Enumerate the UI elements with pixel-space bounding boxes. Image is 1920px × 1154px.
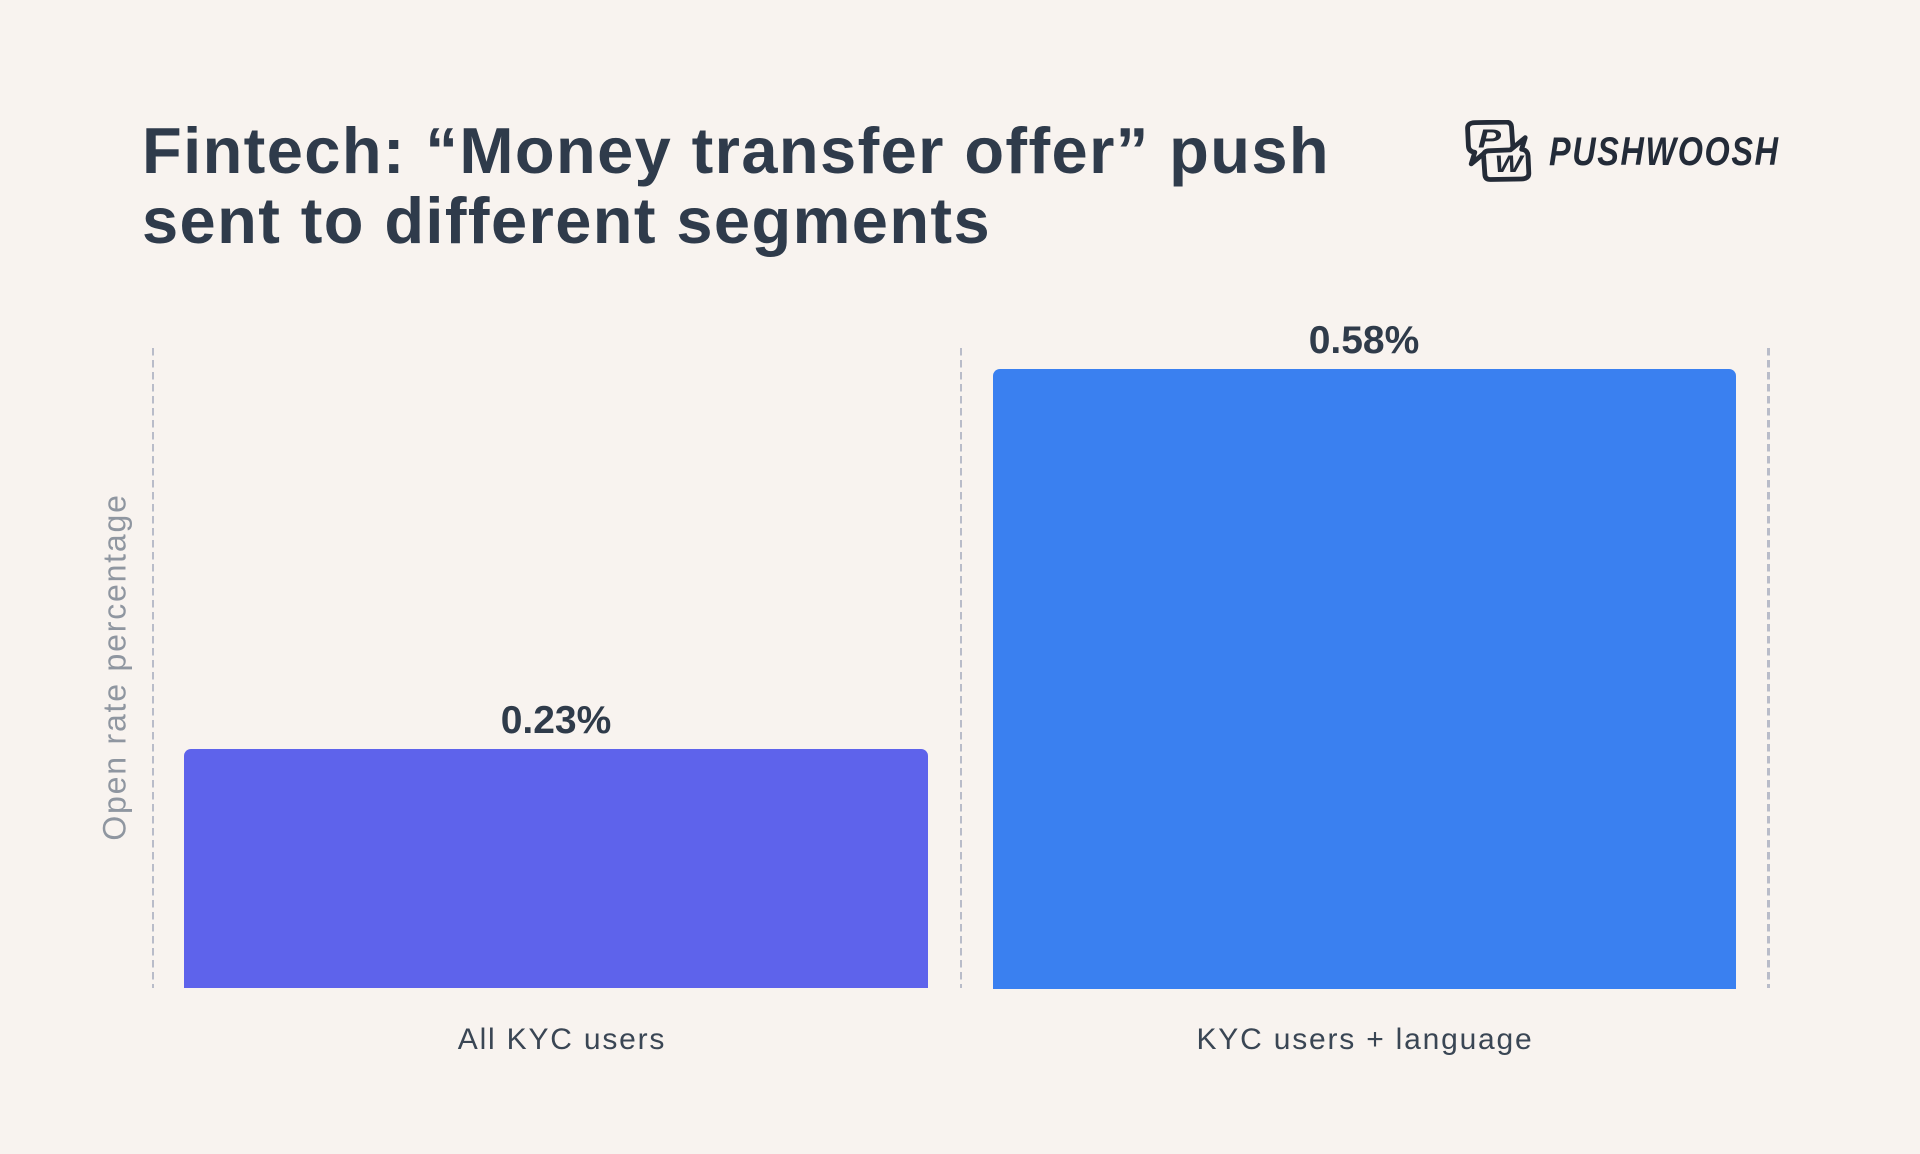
svg-text:W: W (1495, 151, 1526, 178)
svg-text:P: P (1478, 124, 1502, 154)
